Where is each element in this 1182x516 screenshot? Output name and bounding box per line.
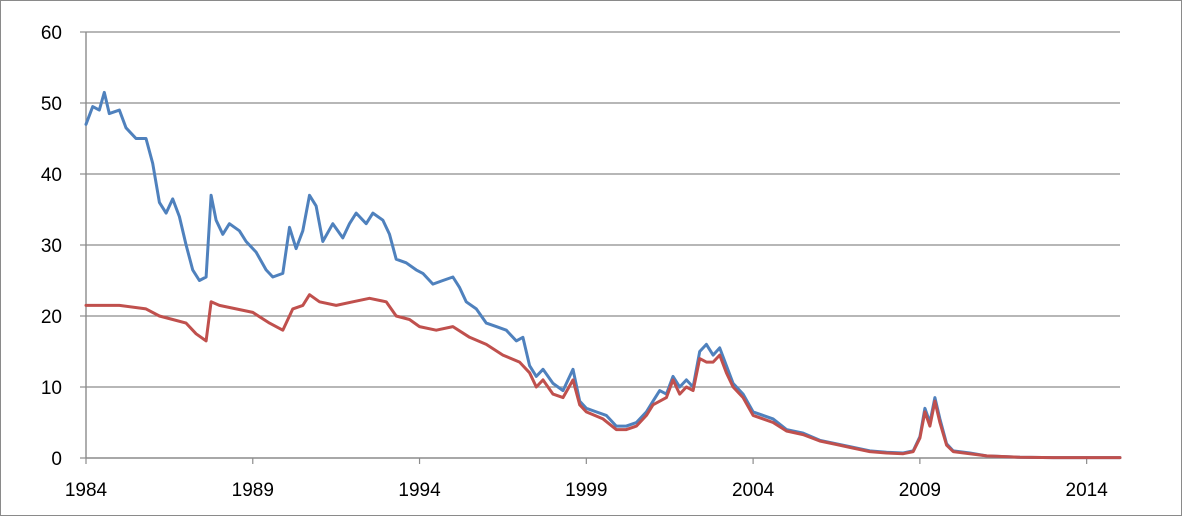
- x-tick-label: 1994: [398, 480, 441, 501]
- series-lines: [84, 90, 1122, 460]
- y-tick-label: 60: [41, 23, 62, 44]
- x-tick-label: 2014: [1066, 480, 1109, 501]
- axes: [80, 31, 1120, 464]
- y-tick-label: 40: [41, 165, 62, 186]
- y-tick-label: 30: [41, 236, 62, 257]
- x-tick-label: 1984: [65, 480, 108, 501]
- x-tick-label: 2004: [732, 480, 775, 501]
- series-line-1: [84, 90, 1122, 460]
- y-tick-label: 50: [41, 94, 62, 115]
- x-tick-label: 2009: [899, 480, 941, 501]
- y-tick-label: 0: [51, 449, 62, 470]
- x-tick-label: 1989: [232, 480, 274, 501]
- y-tick-label: 10: [41, 378, 62, 399]
- gridlines: [86, 31, 1120, 388]
- series-line-2: [84, 293, 1122, 460]
- y-tick-labels: 0 10 20 30 40 50 60: [41, 23, 62, 470]
- x-tick-label: 1999: [565, 480, 607, 501]
- y-tick-label: 20: [41, 307, 62, 328]
- x-tick-labels: 1984 1989 1994 1999 2004 2009 2014: [65, 480, 1108, 501]
